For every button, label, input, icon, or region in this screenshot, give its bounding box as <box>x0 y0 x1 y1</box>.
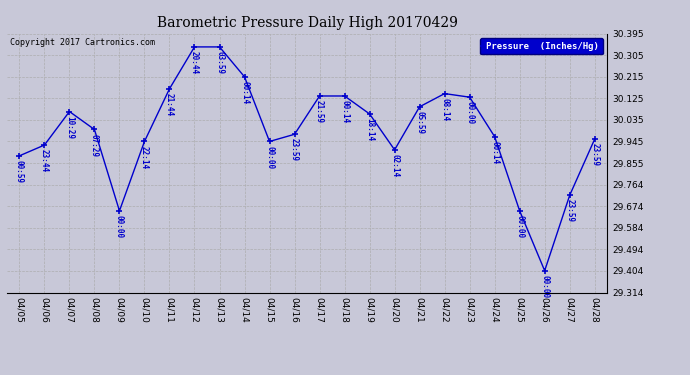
Pressure  (Inches/Hg) <box>591 137 599 141</box>
Text: 02:14: 02:14 <box>390 154 399 177</box>
Text: 08:14: 08:14 <box>440 98 449 121</box>
Text: 00:00: 00:00 <box>515 215 524 238</box>
Text: 00:00: 00:00 <box>265 146 274 169</box>
Pressure  (Inches/Hg) <box>491 134 499 139</box>
Text: 05:59: 05:59 <box>415 111 424 134</box>
Pressure  (Inches/Hg) <box>15 154 23 158</box>
Pressure  (Inches/Hg) <box>190 45 199 49</box>
Line: Pressure  (Inches/Hg): Pressure (Inches/Hg) <box>16 44 598 274</box>
Text: 00:14: 00:14 <box>490 141 499 164</box>
Text: 22:14: 22:14 <box>140 146 149 169</box>
Pressure  (Inches/Hg) <box>440 92 449 96</box>
Text: 07:29: 07:29 <box>90 134 99 157</box>
Text: 18:14: 18:14 <box>365 118 374 141</box>
Text: 23:59: 23:59 <box>590 143 599 166</box>
Text: 23:44: 23:44 <box>40 149 49 172</box>
Title: Barometric Pressure Daily High 20170429: Barometric Pressure Daily High 20170429 <box>157 16 457 30</box>
Pressure  (Inches/Hg) <box>315 94 324 98</box>
Pressure  (Inches/Hg) <box>366 112 374 116</box>
Text: 03:59: 03:59 <box>215 51 224 74</box>
Legend: Pressure  (Inches/Hg): Pressure (Inches/Hg) <box>480 38 602 54</box>
Pressure  (Inches/Hg) <box>290 132 299 136</box>
Pressure  (Inches/Hg) <box>466 95 474 99</box>
Text: 00:59: 00:59 <box>15 160 24 183</box>
Pressure  (Inches/Hg) <box>66 109 74 114</box>
Text: 20:44: 20:44 <box>190 51 199 74</box>
Text: 23:59: 23:59 <box>565 200 574 223</box>
Pressure  (Inches/Hg) <box>415 105 424 109</box>
Pressure  (Inches/Hg) <box>115 209 124 213</box>
Pressure  (Inches/Hg) <box>215 45 224 49</box>
Text: 21:59: 21:59 <box>315 100 324 123</box>
Text: 00:00: 00:00 <box>115 215 124 238</box>
Text: 10:29: 10:29 <box>65 116 74 139</box>
Pressure  (Inches/Hg) <box>166 87 174 91</box>
Text: Copyright 2017 Cartronics.com: Copyright 2017 Cartronics.com <box>10 38 155 46</box>
Text: 00:00: 00:00 <box>540 275 549 298</box>
Text: 00:14: 00:14 <box>340 100 349 123</box>
Pressure  (Inches/Hg) <box>391 148 399 152</box>
Pressure  (Inches/Hg) <box>266 139 274 144</box>
Pressure  (Inches/Hg) <box>340 94 348 98</box>
Pressure  (Inches/Hg) <box>140 139 148 144</box>
Pressure  (Inches/Hg) <box>515 209 524 213</box>
Text: 00:00: 00:00 <box>465 101 474 124</box>
Pressure  (Inches/Hg) <box>40 143 48 147</box>
Text: 21:44: 21:44 <box>165 93 174 116</box>
Pressure  (Inches/Hg) <box>566 193 574 198</box>
Text: 23:59: 23:59 <box>290 138 299 162</box>
Text: 00:14: 00:14 <box>240 81 249 104</box>
Pressure  (Inches/Hg) <box>240 75 248 79</box>
Pressure  (Inches/Hg) <box>90 127 99 132</box>
Pressure  (Inches/Hg) <box>540 268 549 273</box>
